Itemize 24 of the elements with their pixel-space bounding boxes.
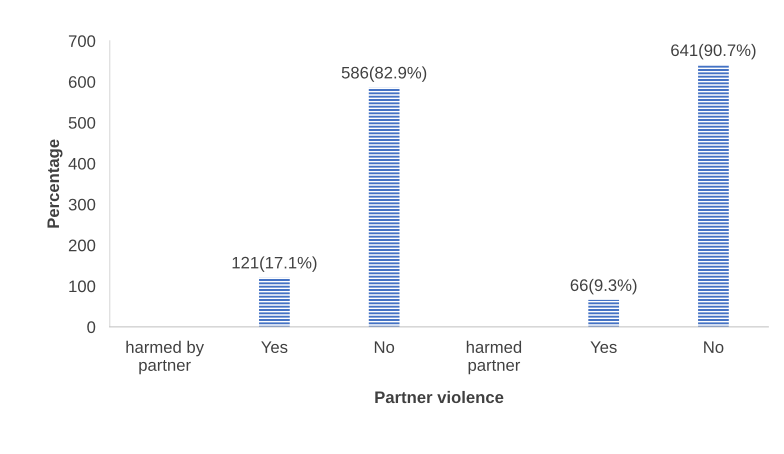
y-tick-label: 200 bbox=[68, 240, 96, 252]
y-tick-label: 600 bbox=[68, 76, 96, 88]
x-tick-label: harmed by partner bbox=[126, 340, 204, 374]
data-label: 66(9.3%) bbox=[570, 278, 636, 294]
x-tick-label: harmed partner bbox=[466, 340, 522, 374]
x-tick-label: No bbox=[704, 341, 724, 354]
x-tick-label: No bbox=[374, 341, 394, 354]
y-tick-label: 700 bbox=[68, 35, 96, 48]
bar bbox=[368, 87, 400, 327]
x-tick-label: Yes bbox=[261, 341, 288, 354]
data-label: 641(90.7%) bbox=[671, 44, 756, 60]
bar bbox=[698, 64, 729, 327]
x-axis-title: Partner violence bbox=[375, 390, 504, 404]
y-tick-label: 100 bbox=[69, 280, 96, 292]
bar bbox=[588, 300, 620, 327]
y-axis-title: Percentage bbox=[48, 140, 63, 228]
data-label: 121(17.1%) bbox=[232, 256, 316, 272]
x-tick-label: Yes bbox=[590, 341, 617, 354]
y-tick-label: 500 bbox=[68, 116, 96, 129]
data-label: 586(82.9%) bbox=[342, 66, 426, 82]
y-tick-label: 300 bbox=[68, 198, 96, 211]
y-tick-label: 0 bbox=[87, 321, 96, 334]
y-tick-label: 400 bbox=[68, 158, 96, 170]
bar bbox=[259, 277, 290, 327]
